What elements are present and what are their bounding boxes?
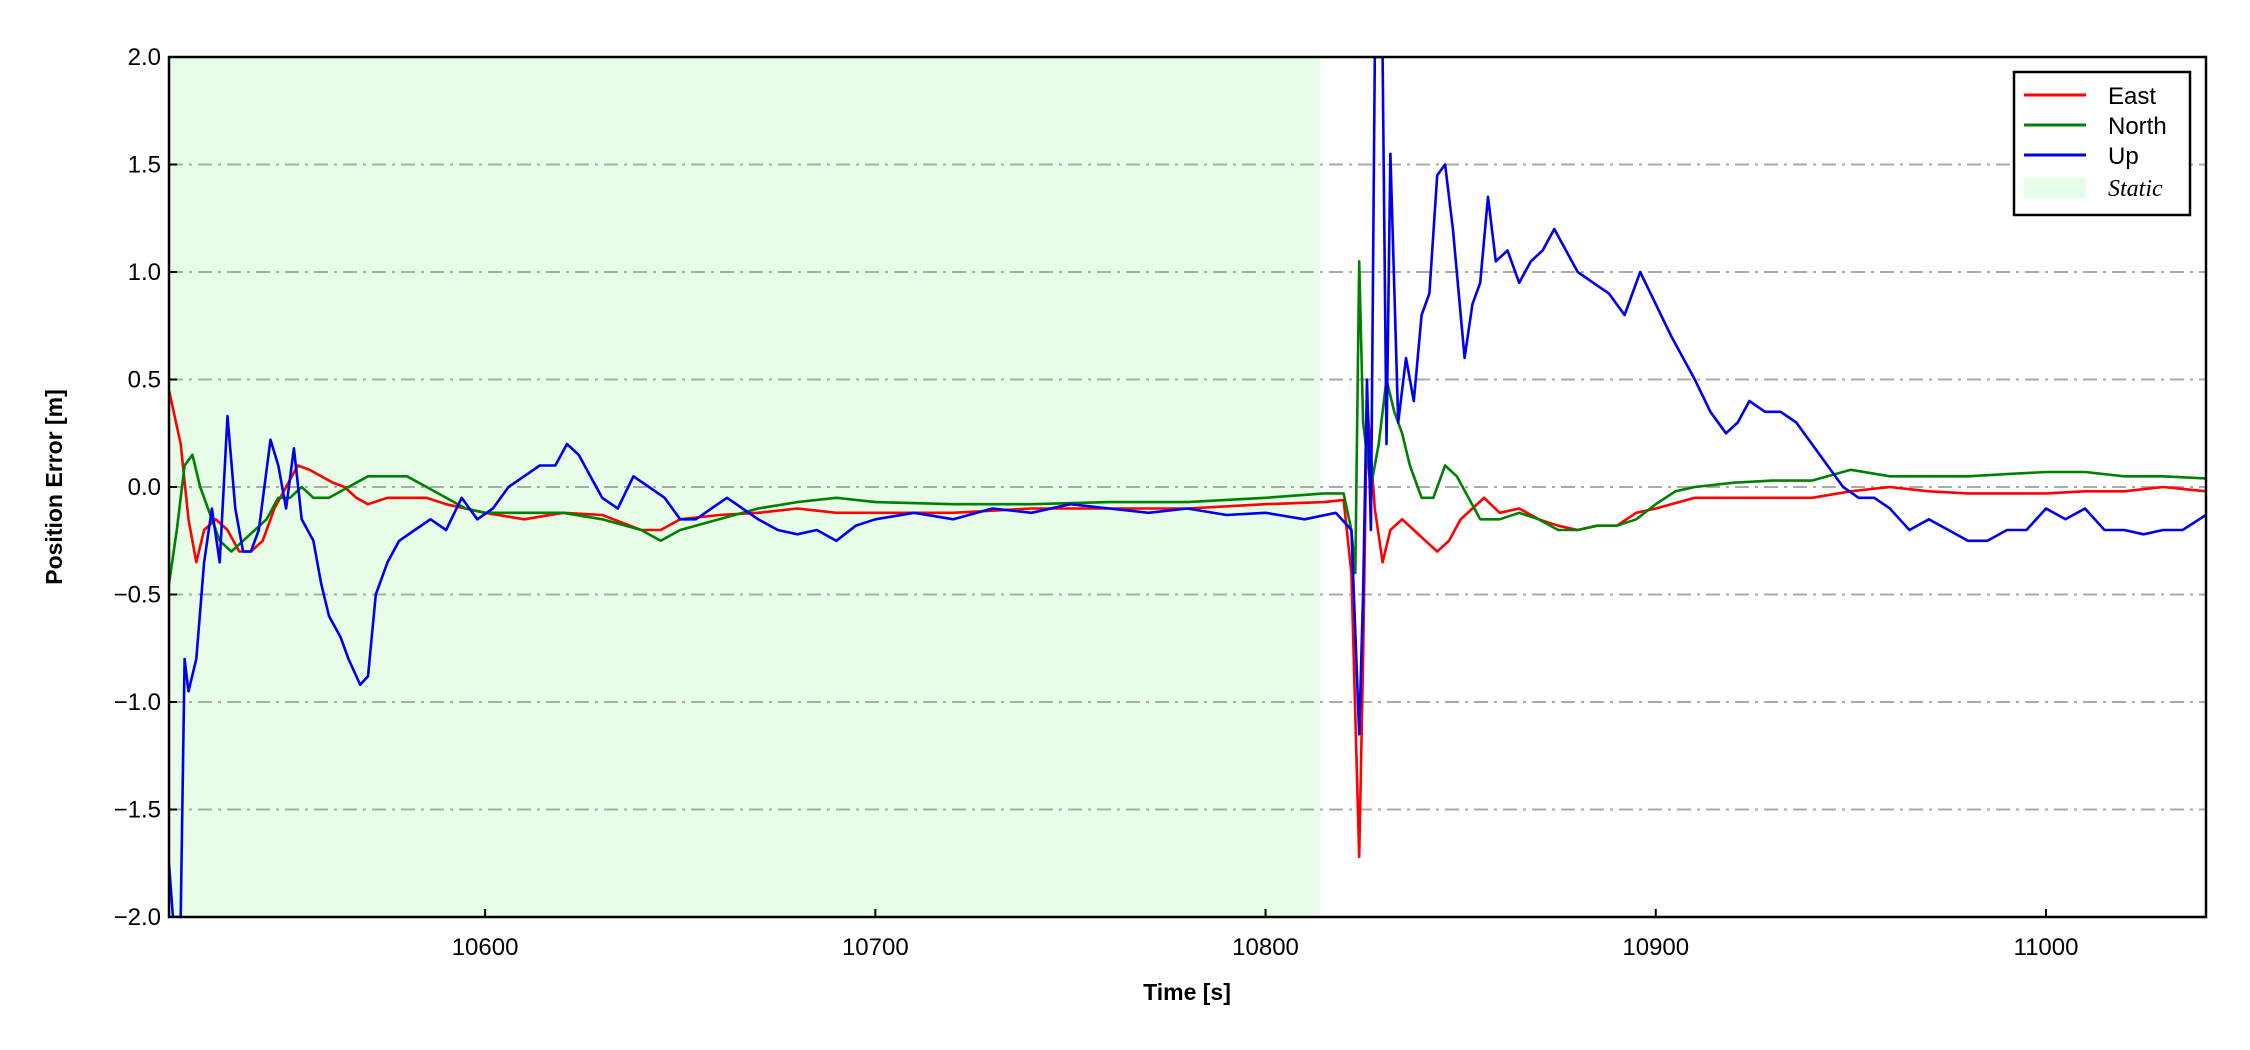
y-tick-label: 2.0 bbox=[128, 44, 161, 71]
x-tick-label: 10800 bbox=[1232, 934, 1299, 961]
y-tick-label: −2.0 bbox=[114, 904, 161, 931]
y-tick-label: 0.5 bbox=[128, 367, 161, 394]
x-tick-label: 10600 bbox=[452, 934, 519, 961]
legend-north-label: North bbox=[2108, 113, 2167, 140]
legend-up-label: Up bbox=[2108, 143, 2139, 170]
series-line-east bbox=[169, 390, 2206, 859]
legend: East North Up Static bbox=[2012, 70, 2192, 217]
y-tick-label: 1.5 bbox=[128, 152, 161, 179]
series-line-up bbox=[169, 57, 2206, 917]
y-axis-label: Position Error [m] bbox=[41, 389, 67, 585]
y-tick-label: 0.0 bbox=[128, 474, 161, 501]
x-tick-label: 11000 bbox=[2014, 934, 2079, 961]
x-tick-label: 10700 bbox=[842, 934, 909, 961]
x-tick-label: 10900 bbox=[1622, 934, 1689, 961]
y-tick-label: −1.5 bbox=[114, 797, 161, 824]
x-axis-label: Time [s] bbox=[1143, 979, 1231, 1005]
y-tick-label: 1.0 bbox=[128, 259, 161, 286]
legend-static-label: Static bbox=[2108, 176, 2163, 202]
legend-east-label: East bbox=[2108, 83, 2156, 110]
legend-static-swatch bbox=[2024, 178, 2086, 198]
y-tick-label: −0.5 bbox=[114, 582, 161, 609]
y-tick-label: −1.0 bbox=[114, 689, 161, 716]
series-line-north bbox=[169, 259, 2206, 584]
